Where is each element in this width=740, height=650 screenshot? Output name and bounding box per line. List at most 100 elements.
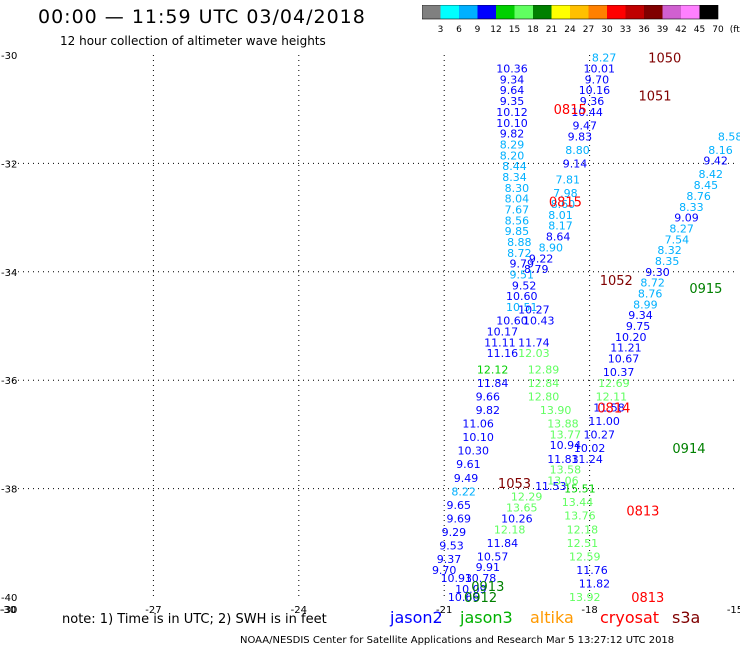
wave-height-value: 9.66 — [476, 390, 501, 403]
wave-height-value: 9.64 — [500, 84, 525, 97]
wave-height-value: 8.30 — [505, 182, 530, 195]
wave-height-value: 9.75 — [626, 320, 651, 333]
color-scale-tick: 70 — [712, 25, 724, 35]
wave-height-value: 8.17 — [548, 220, 573, 233]
color-swatch — [514, 5, 533, 19]
color-swatch — [551, 5, 570, 19]
wave-height-value: 11.00 — [588, 415, 620, 428]
wave-height-value: 11.11 — [484, 336, 516, 349]
wave-height-value: 9.52 — [512, 279, 537, 292]
wave-height-value: 9.29 — [442, 526, 467, 539]
x-tick-label: -15 — [727, 605, 740, 616]
wave-height-value: 8.72 — [640, 277, 665, 290]
credit-line: NOAA/NESDIS Center for Satellite Applica… — [240, 635, 675, 646]
color-swatch — [588, 5, 607, 19]
wave-height-value: 9.70 — [432, 564, 457, 577]
wave-height-value: 8.04 — [505, 193, 530, 206]
wave-height-value: 9.49 — [454, 472, 479, 485]
wave-height-value: 8.72 — [507, 247, 532, 260]
wave-height-value: 8.58 — [718, 130, 740, 143]
wave-height-value: 8.20 — [500, 149, 525, 162]
wave-height-value: 10.09 — [455, 583, 487, 596]
wave-height-value: 9.82 — [500, 128, 525, 141]
wave-height-value: 9.82 — [476, 404, 501, 417]
wave-height-value: 8.27 — [592, 52, 617, 65]
wave-height-value: 10.36 — [496, 63, 528, 76]
wave-height-value: 8.88 — [507, 236, 532, 249]
wave-height-value: 11.84 — [487, 537, 519, 550]
wave-height-value: 10.66 — [448, 591, 480, 604]
wave-height-value: 8.32 — [657, 244, 682, 257]
pass-time-label: 0814 — [597, 401, 630, 416]
color-swatch — [477, 5, 496, 19]
wave-height-value: 9.30 — [645, 266, 670, 279]
wave-height-value: 9.65 — [446, 499, 471, 512]
color-scale-tick: 30 — [601, 25, 613, 35]
wave-height-value: 8.76 — [686, 190, 711, 203]
color-swatch — [625, 5, 644, 19]
legend-jason3: jason3 — [460, 608, 513, 627]
color-scale-tick: 21 — [546, 25, 557, 35]
wave-height-value: 10.51 — [506, 301, 538, 314]
wave-height-value: 13.65 — [506, 502, 538, 515]
wave-height-value: 10.44 — [571, 106, 603, 119]
wave-height-value: 10.78 — [465, 572, 497, 585]
color-swatch — [496, 5, 515, 19]
wave-height-value: 9.91 — [476, 561, 501, 574]
color-scale-tick: 12 — [490, 25, 501, 35]
wave-height-value: 15.51 — [564, 483, 596, 496]
wave-height-value: 8.56 — [505, 214, 530, 227]
wave-height-value: 10.30 — [458, 445, 490, 458]
wave-height-value: 12.80 — [528, 390, 560, 403]
wave-height-value: 12.89 — [528, 363, 560, 376]
axis-ticks: -30 -27 -24 -21 -18 -15-30-32-34-36-38-40-30 — [0, 51, 740, 616]
color-scale-tick: (ft) — [730, 25, 740, 35]
color-scale-tick: 33 — [620, 25, 631, 35]
wave-height-value: 11.76 — [576, 564, 608, 577]
corner-tick-label: -30 — [1, 605, 17, 616]
wave-height-value: 12.84 — [528, 377, 560, 390]
wave-height-value: 11.53 — [535, 480, 567, 493]
wave-height-value: 10.60 — [506, 290, 538, 303]
wave-height-value: 9.51 — [509, 269, 534, 282]
color-scale-tick: 45 — [694, 25, 705, 35]
wave-height-value: 9.79 — [509, 258, 534, 271]
wave-height-value: 8.60 — [551, 198, 576, 211]
wave-height-value: 8.90 — [539, 241, 564, 254]
wave-height-value: 11.58 — [593, 401, 625, 414]
wave-height-value: 9.47 — [573, 119, 598, 132]
y-tick-label: -36 — [1, 376, 17, 387]
color-swatch — [607, 5, 626, 19]
pass-time-label: 0813 — [631, 591, 664, 606]
x-tick-label: -27 — [145, 605, 161, 616]
wave-height-value: 10.27 — [518, 304, 550, 317]
wave-height-value: 12.69 — [598, 377, 630, 390]
color-swatch — [662, 5, 681, 19]
wave-height-value: 9.61 — [456, 458, 481, 471]
color-scale-tick: 27 — [583, 25, 594, 35]
color-swatch — [570, 5, 589, 19]
chart-title: 00:00 — 11:59 UTC 03/04/2018 — [38, 6, 366, 28]
chart-subtitle: 12 hour collection of altimeter wave hei… — [60, 34, 326, 48]
wave-height-value: 7.54 — [665, 233, 690, 246]
wave-height-value: 13.06 — [547, 474, 579, 487]
data-points: 10.369.349.649.3510.1210.109.828.298.208… — [432, 52, 740, 604]
wave-height-value: 11.74 — [518, 336, 550, 349]
wave-height-value: 11.06 — [462, 418, 494, 431]
wave-height-value: 9.35 — [500, 95, 525, 108]
pass-time-label: 1052 — [600, 274, 633, 289]
wave-height-value: 12.11 — [596, 390, 628, 403]
wave-height-value: 9.37 — [437, 553, 462, 566]
pass-time-label: 0813 — [626, 504, 659, 519]
wave-height-value: 8.29 — [500, 138, 525, 151]
wave-height-value: 8.42 — [699, 168, 724, 181]
wave-height-value: 9.85 — [505, 225, 530, 238]
wave-height-value: 13.76 — [564, 510, 596, 523]
plot-grid — [8, 55, 735, 597]
color-scale-tick: 3 — [438, 25, 444, 35]
color-scale-tick: 9 — [475, 25, 481, 35]
y-tick-label: -32 — [1, 159, 17, 170]
wave-height-value: 10.60 — [496, 315, 528, 328]
wave-height-value: 10.10 — [496, 117, 528, 130]
